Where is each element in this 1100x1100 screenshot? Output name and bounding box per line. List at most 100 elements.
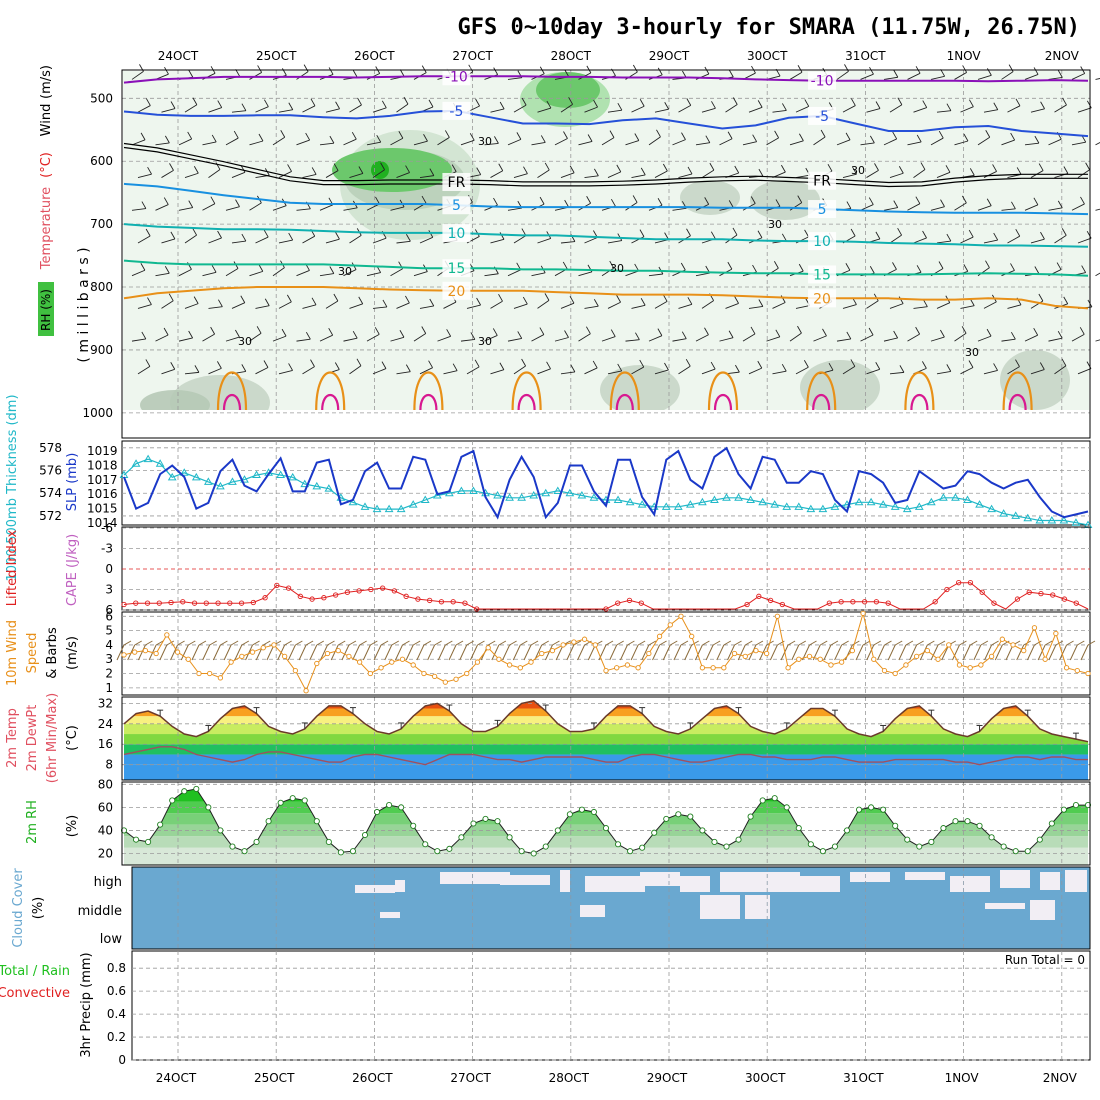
wind-barb-10m <box>1016 644 1025 661</box>
wind-barb <box>860 334 874 342</box>
wind-tick-5: 6 <box>105 609 113 623</box>
wind-speed-point <box>560 642 566 648</box>
wind-barb-10m <box>541 640 549 646</box>
wind-barb <box>907 203 921 211</box>
wind-barb <box>451 164 457 172</box>
wind-barb <box>476 167 482 175</box>
wind-barb <box>1095 339 1100 342</box>
cloud-clear-gap <box>985 903 1025 909</box>
li-point <box>873 599 880 605</box>
wind-barb <box>305 331 311 340</box>
wind-barb <box>396 103 409 113</box>
thickness-point <box>312 481 322 490</box>
cloud-clear-gap <box>950 876 990 892</box>
cloud-clear-gap <box>640 872 680 886</box>
thickness-point <box>203 477 213 485</box>
isotherm-30 <box>812 393 831 411</box>
wind-barb <box>333 293 339 302</box>
wind-barb-10m <box>898 644 907 661</box>
wind-barb <box>349 234 362 244</box>
wind-barb <box>429 168 435 176</box>
thickness-point <box>372 504 382 513</box>
wind-speed-point <box>624 662 631 668</box>
wind-barb <box>920 162 926 170</box>
wind-barb-10m <box>212 644 221 661</box>
isotherm-label-bg <box>442 196 471 215</box>
wind-barb-10m <box>584 640 592 646</box>
wind-barb <box>1048 207 1063 211</box>
wind-barb <box>202 203 216 211</box>
li-point <box>274 582 280 589</box>
wind-barb-10m <box>841 640 849 646</box>
wind-barb <box>963 133 969 142</box>
wind-barb <box>797 65 803 73</box>
isotherm-freezing <box>123 142 1088 184</box>
thickness-point <box>1011 511 1021 519</box>
wind-barb <box>946 103 952 111</box>
li-point <box>450 599 456 605</box>
wind-speed-point <box>239 653 245 660</box>
thickness-point <box>987 504 996 513</box>
li-point <box>379 585 386 591</box>
wind-barb <box>328 67 334 75</box>
wind-barb <box>493 67 499 75</box>
wind-barb <box>983 239 998 244</box>
wind-speed-point <box>271 642 277 648</box>
wind-barb <box>1086 100 1092 109</box>
wind-speed-point <box>796 656 802 662</box>
wind-barb <box>164 66 169 75</box>
wind-barb-10m <box>1002 640 1010 646</box>
wind-barb-10m <box>787 640 796 646</box>
thickness-point <box>541 488 551 497</box>
wind-speed-point <box>346 653 352 660</box>
thickness-point <box>1059 515 1069 524</box>
wind-barb-10m <box>670 640 678 646</box>
wind-barb <box>701 368 716 375</box>
wind-barb <box>218 299 223 307</box>
wind-barb <box>413 140 428 146</box>
bottom-date-axis: 24OCT 25OCT 26OCT 27OCT 28OCT 29OCT 30OCT 31OCT… <box>156 1071 1078 1085</box>
wind-barb <box>657 198 663 206</box>
top-date-1: 25OCT <box>256 49 297 63</box>
wind-barb <box>405 165 410 173</box>
wind-speed-point <box>335 647 341 654</box>
rh-point <box>434 848 441 855</box>
wind-barb-10m <box>991 640 999 646</box>
wind-barb <box>889 234 902 244</box>
wind-barb <box>358 166 364 174</box>
thickness-point <box>673 502 683 510</box>
wind-speed-point <box>421 670 427 677</box>
wind-barb <box>264 298 270 306</box>
wind-barb <box>1030 369 1045 375</box>
wind-barb <box>169 163 174 171</box>
wind-speed-point <box>378 665 384 671</box>
li-point <box>967 580 974 586</box>
wind-barb <box>366 141 381 146</box>
wind-barb <box>781 363 787 372</box>
rh-tick-2: 60 <box>98 800 113 814</box>
wind-barb <box>868 197 874 205</box>
wind-barb <box>789 140 804 146</box>
rh-point <box>976 822 983 829</box>
wind-barb <box>850 98 856 106</box>
wind-speed-point <box>1042 656 1048 662</box>
wind-barb <box>672 139 686 146</box>
wind-barb <box>208 237 222 244</box>
rh-point <box>1072 802 1079 809</box>
cloud-clear-gap <box>905 872 945 880</box>
wind-barb <box>584 367 598 375</box>
wind-barb <box>983 370 998 375</box>
thickness-point <box>348 497 358 506</box>
wind-barb <box>325 108 340 113</box>
wind-barb <box>349 104 362 113</box>
wind-barb <box>507 207 522 211</box>
isotherm-label: 15 <box>447 261 465 277</box>
wind-speed-point <box>389 659 395 665</box>
li-point <box>932 599 938 605</box>
wind-barb <box>617 363 623 372</box>
wind-barb <box>366 333 380 342</box>
cloud-clear-gap <box>700 895 740 919</box>
wind-speed-point <box>689 633 695 639</box>
bottom-date-2: 26OCT <box>352 1071 393 1085</box>
rh-point <box>482 815 489 822</box>
